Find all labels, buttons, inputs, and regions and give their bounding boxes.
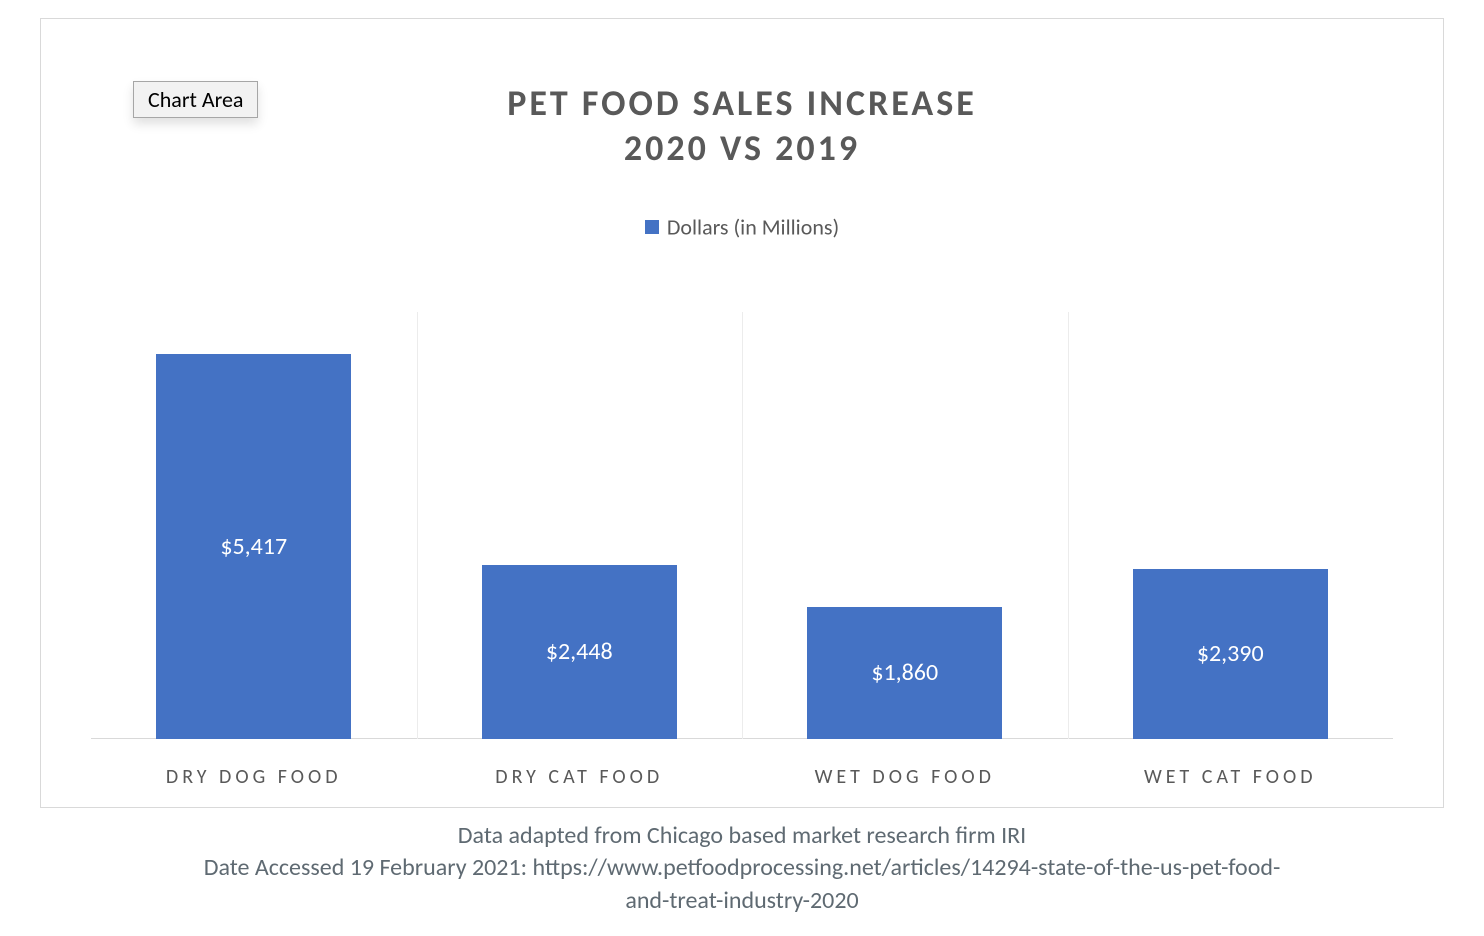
chart-frame: Chart Area PET FOOD SALES INCREASE 2020 … [40, 18, 1444, 808]
bar-slot: $5,417 [156, 354, 351, 740]
chart-title-line-2: 2020 VS 2019 [41, 126, 1443, 171]
bar: $1,860 [807, 607, 1002, 739]
bar-value-label: $2,448 [546, 637, 613, 666]
caption-line-1: Data adapted from Chicago based market r… [60, 820, 1424, 852]
bar-value-label: $5,417 [220, 532, 287, 561]
gridline [1068, 312, 1069, 739]
caption-line-3: and-treat-industry-2020 [60, 885, 1424, 917]
legend-label: Dollars (in Millions) [667, 213, 839, 240]
bar-slot: $1,860 [807, 607, 1002, 739]
chart-legend: Dollars (in Millions) [41, 211, 1443, 240]
page-root: Chart Area PET FOOD SALES INCREASE 2020 … [0, 0, 1484, 936]
bar-slot: $2,448 [482, 565, 677, 739]
bar-value-label: $1,860 [871, 658, 938, 687]
bar: $2,448 [482, 565, 677, 739]
x-axis-label: DRY DOG FOOD [91, 749, 417, 807]
gridline [417, 312, 418, 739]
x-axis-label: WET DOG FOOD [742, 749, 1068, 807]
x-axis-labels: DRY DOG FOODDRY CAT FOODWET DOG FOODWET … [91, 749, 1393, 807]
chart-area-badge[interactable]: Chart Area [133, 81, 258, 118]
bar-value-label: $2,390 [1197, 639, 1264, 668]
bar: $2,390 [1133, 569, 1328, 739]
caption-line-2: Date Accessed 19 February 2021: https://… [60, 852, 1424, 884]
x-axis-label: WET CAT FOOD [1068, 749, 1394, 807]
chart-caption: Data adapted from Chicago based market r… [40, 808, 1444, 917]
legend-swatch [645, 220, 659, 234]
plot-area: $5,417 $2,448 $1,860 $2,390 [91, 312, 1393, 739]
bar: $5,417 [156, 354, 351, 740]
x-axis-label: DRY CAT FOOD [417, 749, 743, 807]
bar-slot: $2,390 [1133, 569, 1328, 739]
gridline [742, 312, 743, 739]
